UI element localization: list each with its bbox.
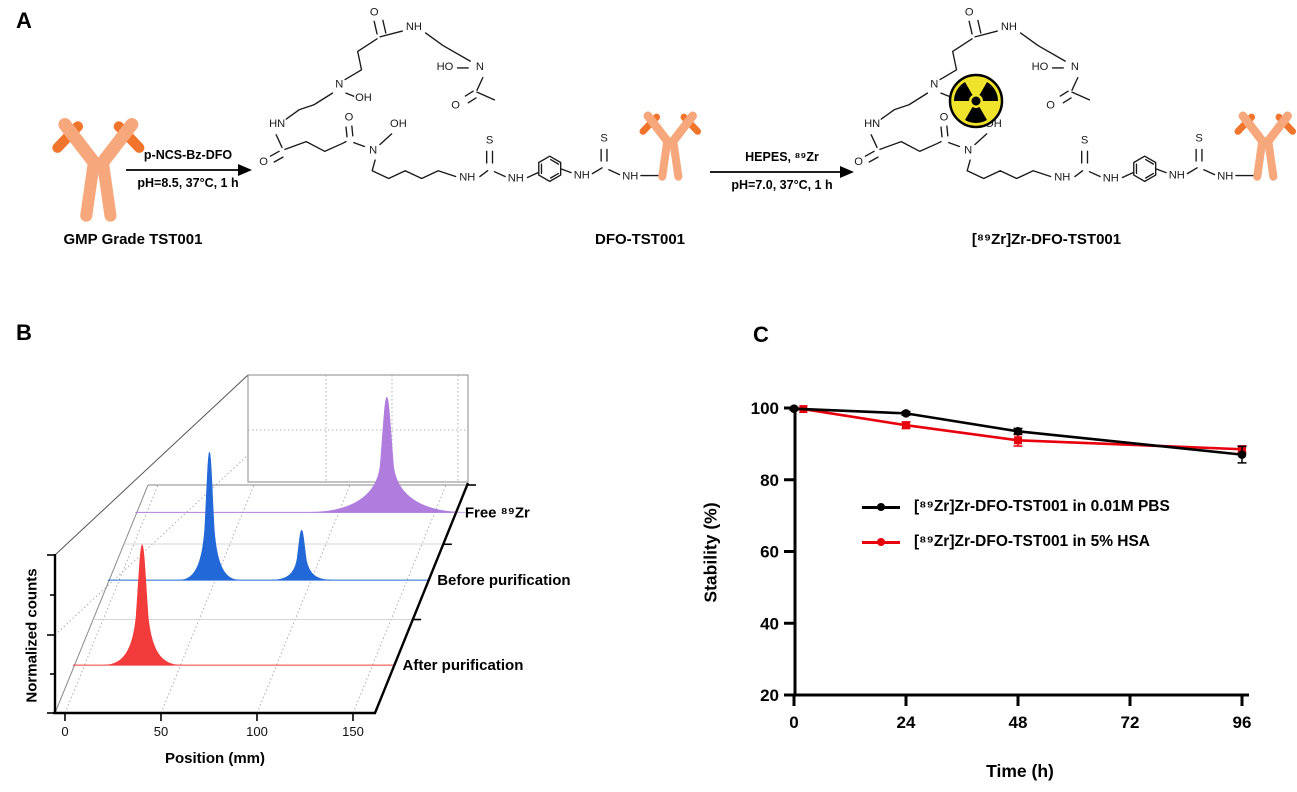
svg-text:24: 24 <box>897 713 916 732</box>
waterfall-traces <box>73 396 466 666</box>
series-0 <box>789 404 1247 464</box>
atom-label: HO <box>1032 61 1049 73</box>
trace-2 <box>135 396 466 513</box>
waterfall-axes <box>53 482 470 715</box>
atom-label: NH <box>1169 169 1185 181</box>
trace-0 <box>73 544 394 666</box>
legend-label-hsa: [⁸⁹Zr]Zr-DFO-TST001 in 5% HSA <box>914 533 1151 550</box>
atom-label: O <box>451 100 460 112</box>
svg-text:Before purification: Before purification <box>437 572 570 589</box>
legend-marker-pbs <box>862 502 900 512</box>
atom-label: O <box>940 111 949 123</box>
waterfall-frame <box>54 374 469 714</box>
arrow2-reagent: HEPES, ⁸⁹Zr <box>745 150 819 164</box>
svg-text:40: 40 <box>760 614 779 633</box>
atom-label: HN <box>269 118 285 130</box>
atom-label: N <box>964 144 972 156</box>
waterfall-y-axis-title: Normalized counts <box>23 568 41 703</box>
waterfall-series-labels: After purification Before purification Fre… <box>403 504 571 674</box>
atom-label: NH <box>1001 21 1017 33</box>
reaction-arrow-1 <box>126 164 252 176</box>
panel-a-label: A <box>16 8 32 33</box>
atom-label: S <box>486 135 493 147</box>
atom-label: O <box>259 156 268 168</box>
atom-label: S <box>600 133 607 145</box>
panel-b-label: B <box>16 320 32 345</box>
legend-label-pbs: [⁸⁹Zr]Zr-DFO-TST001 in 0.01M PBS <box>914 498 1170 515</box>
radiation-symbol <box>948 73 1004 129</box>
atom-label: NH <box>1103 172 1119 184</box>
atom-label: NH <box>508 172 524 184</box>
svg-text:50: 50 <box>154 724 168 739</box>
svg-text:Free ⁸⁹Zr: Free ⁸⁹Zr <box>465 504 530 521</box>
atom-label: O <box>370 7 379 19</box>
svg-text:20: 20 <box>760 686 779 705</box>
atom-label: NH <box>459 171 475 183</box>
atom-label: N <box>476 61 484 73</box>
svg-text:72: 72 <box>1121 713 1140 732</box>
svg-text:150: 150 <box>342 724 364 739</box>
atom-label: N <box>1071 61 1079 73</box>
stability-chart: 20 40 60 80 100 0 24 48 72 96 <box>751 399 1252 732</box>
atom-label: NH <box>622 170 638 182</box>
svg-text:60: 60 <box>760 543 779 562</box>
stability-y-axis-title: Stability (%) <box>700 502 721 603</box>
atom-label: S <box>1195 133 1202 145</box>
atom-label: NH <box>1054 171 1070 183</box>
atom-label: HN <box>864 118 880 130</box>
atom-label: S <box>1081 135 1088 147</box>
trace-1 <box>107 451 429 581</box>
antibody-zr-dfo <box>1238 116 1293 177</box>
svg-text:0: 0 <box>789 713 798 732</box>
svg-text:80: 80 <box>760 471 779 490</box>
svg-text:100: 100 <box>751 399 779 418</box>
antibody-dfo <box>643 116 698 177</box>
atom-label: N <box>930 78 938 90</box>
atom-label: OH <box>390 118 407 130</box>
atom-label: O <box>1046 100 1055 112</box>
atom-label: OH <box>355 92 372 104</box>
svg-text:96: 96 <box>1233 713 1252 732</box>
atom-label: NH <box>1217 170 1233 182</box>
atom-label: N <box>335 78 343 90</box>
waterfall-chart: 0 50 100 150 After purification Before purif… <box>47 374 571 739</box>
atom-label: NH <box>406 21 422 33</box>
waterfall-ticks: 0 50 100 150 <box>47 484 476 739</box>
svg-text:0: 0 <box>61 724 68 739</box>
waterfall-x-axis-title: Position (mm) <box>165 750 265 767</box>
stability-legend: [⁸⁹Zr]Zr-DFO-TST001 in 0.01M PBS [⁸⁹Zr]Z… <box>862 498 1170 551</box>
product-label: [⁸⁹Zr]Zr-DFO-TST001 <box>971 231 1122 248</box>
atom-label: O <box>345 111 354 123</box>
intermediate-label: DFO-TST001 <box>594 231 685 248</box>
atom-label: O <box>854 156 863 168</box>
atom-label: N <box>369 144 377 156</box>
panel-c-label: C <box>753 322 769 347</box>
atom-label: NH <box>574 169 590 181</box>
legend-marker-hsa <box>862 537 900 547</box>
svg-text:48: 48 <box>1009 713 1028 732</box>
arrow1-reagent: p-NCS-Bz-DFO <box>143 148 233 162</box>
reaction-arrow-2 <box>710 166 854 178</box>
atom-label: O <box>965 7 974 19</box>
atom-label: HO <box>437 61 454 73</box>
arrow2-conditions: pH=7.0, 37°C, 1 h <box>731 178 833 192</box>
stability-series <box>789 404 1247 464</box>
legend-row-hsa: [⁸⁹Zr]Zr-DFO-TST001 in 5% HSA <box>862 533 1170 551</box>
svg-text:100: 100 <box>246 724 268 739</box>
arrow1-conditions: pH=8.5, 37°C, 1 h <box>137 176 239 190</box>
svg-text:After purification: After purification <box>403 657 524 674</box>
reactant-label: GMP Grade TST001 <box>63 231 203 248</box>
legend-row-pbs: [⁸⁹Zr]Zr-DFO-TST001 in 0.01M PBS <box>862 498 1170 516</box>
stability-x-axis-title: Time (h) <box>986 761 1054 781</box>
